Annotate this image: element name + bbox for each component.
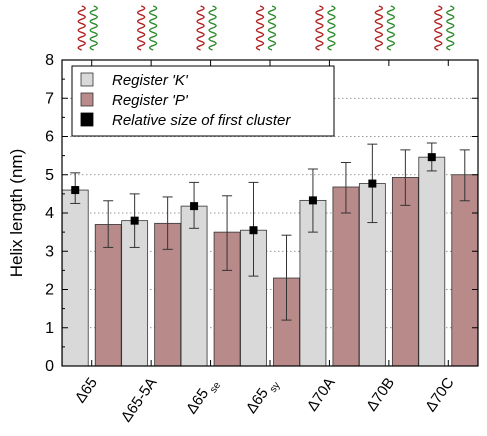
structure-icon — [315, 5, 336, 51]
y-tick-label: 4 — [45, 205, 54, 222]
y-tick-label: 6 — [45, 129, 54, 146]
y-tick-label: 0 — [45, 358, 54, 375]
legend-swatch — [80, 112, 94, 127]
structure-icon — [374, 5, 396, 51]
legend-label: Register 'P' — [112, 92, 189, 109]
helix-icon — [267, 5, 277, 51]
bar-register-k — [61, 189, 89, 367]
bar-register-k — [180, 205, 208, 367]
y-tick-label: 8 — [45, 52, 54, 69]
bar-register-p — [451, 174, 479, 367]
structure-icon — [77, 5, 98, 51]
x-tick-label: Δ70B — [363, 375, 398, 415]
cluster-marker — [71, 186, 80, 195]
helix-icon — [77, 5, 86, 51]
bars — [61, 156, 479, 367]
cluster-marker — [368, 179, 377, 188]
y-tick-label: 5 — [45, 167, 54, 184]
legend-label: Register 'K' — [112, 72, 189, 89]
x-tick-label: Δ65 sy — [243, 375, 283, 419]
helix-icon — [208, 5, 217, 51]
helix-icon — [315, 5, 324, 51]
structure-icon — [136, 5, 158, 51]
y-tick-label: 3 — [45, 243, 54, 260]
helix-icon — [255, 5, 265, 51]
legend-swatch — [80, 92, 94, 107]
x-tick-label-main: Δ70B — [363, 375, 398, 415]
x-tick-label: Δ65 — [72, 375, 101, 407]
helix-icon — [446, 5, 455, 51]
helix-icon — [327, 5, 336, 51]
bar-register-k — [418, 156, 446, 367]
x-tick-label: Δ65-5A — [118, 375, 161, 426]
y-tick-label: 7 — [45, 90, 54, 107]
cluster-marker — [308, 196, 317, 205]
structure-icons-row — [77, 5, 455, 51]
y-axis-title: Helix length (nm) — [7, 149, 26, 278]
x-tick-label: Δ70C — [422, 374, 458, 415]
helix-icon — [374, 5, 384, 51]
x-tick-label-main: Δ70C — [422, 374, 458, 415]
structure-icon — [255, 5, 277, 51]
bar-register-p — [391, 177, 419, 367]
helix-icon — [386, 5, 396, 51]
helix-icon — [196, 5, 205, 51]
helix-icon — [136, 5, 146, 51]
legend-label: Relative size of first cluster — [112, 112, 291, 129]
y-tick-label: 1 — [45, 320, 54, 337]
helix-icon — [434, 5, 443, 51]
helix-icon — [89, 5, 98, 51]
cluster-markers — [71, 153, 436, 235]
y-tick-label: 2 — [45, 282, 54, 299]
x-tick-label: Δ70A — [304, 375, 339, 415]
y-axis-ticks: 0 1 2 3 4 5 6 7 8 — [45, 52, 478, 375]
cluster-marker — [190, 202, 199, 211]
x-tick-label-main: Δ65 — [72, 375, 101, 407]
cluster-marker — [427, 153, 436, 162]
structure-icon — [434, 5, 455, 51]
helix-icon — [148, 5, 158, 51]
structure-icon — [196, 5, 217, 51]
x-tick-label-main: Δ70A — [304, 375, 339, 415]
cluster-marker — [249, 226, 258, 235]
x-tick-label: Δ65 se — [183, 374, 223, 419]
bar-register-p — [94, 224, 122, 367]
legend: Register 'K' Register 'P' Relative size of… — [71, 65, 335, 137]
x-tick-label-main: Δ65-5A — [118, 375, 161, 426]
cluster-marker — [130, 216, 139, 225]
legend-swatch — [80, 72, 94, 87]
legend-box — [71, 65, 335, 137]
bar-register-p — [332, 186, 360, 367]
